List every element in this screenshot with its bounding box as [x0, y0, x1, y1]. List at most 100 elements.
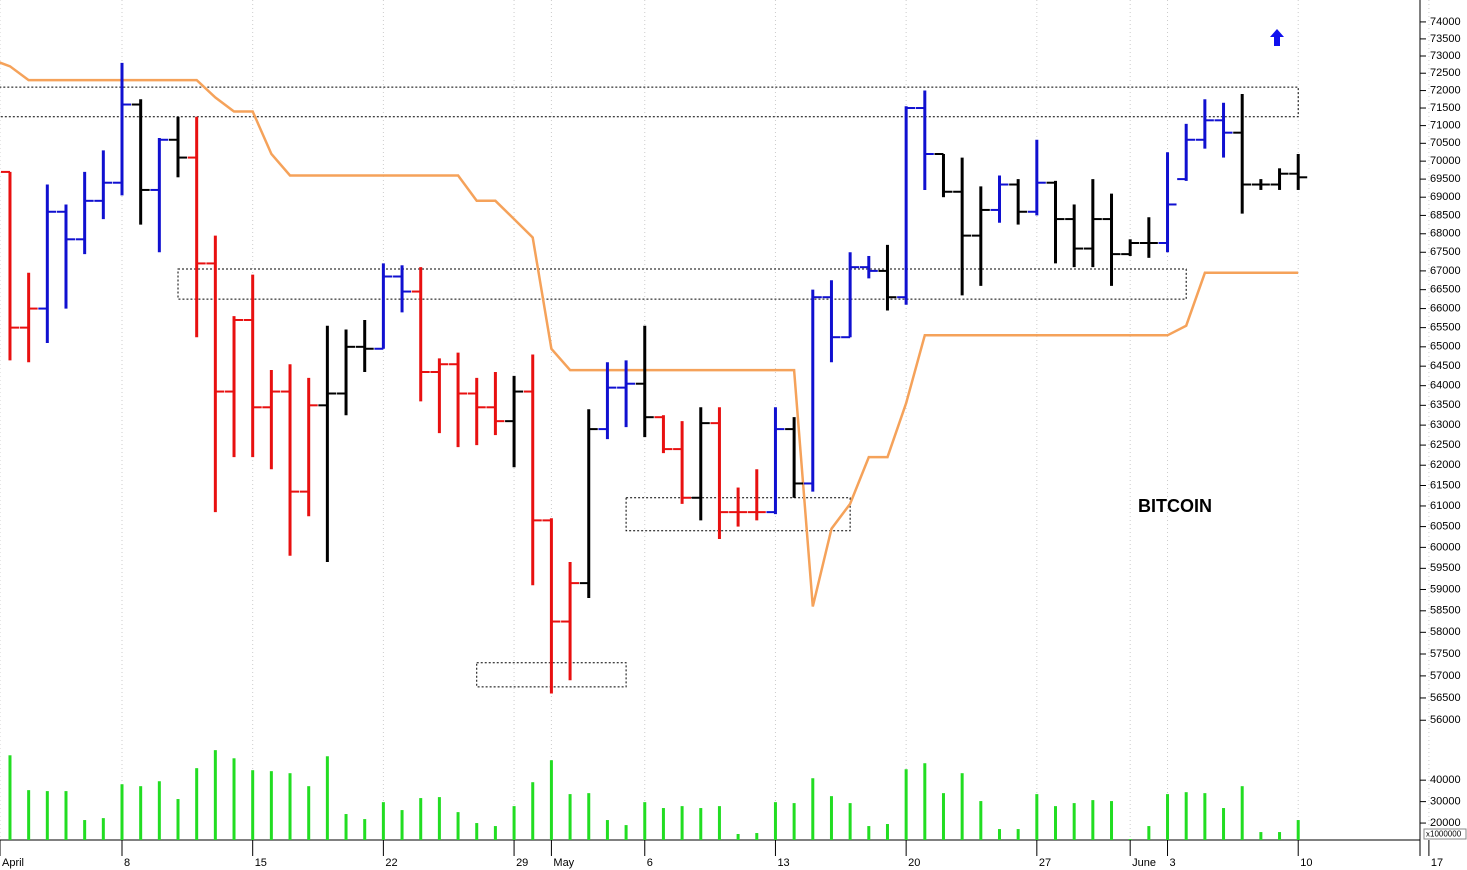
volume-bar	[45, 791, 49, 840]
y-tick-label: 73000	[1430, 50, 1461, 62]
y-tick-label: 57000	[1430, 670, 1461, 682]
volume-bar	[867, 826, 871, 840]
y-tick-label: 61000	[1430, 500, 1461, 512]
y-tick-label: 58000	[1430, 626, 1461, 638]
y-tick-label: 67500	[1430, 246, 1461, 258]
y-tick-label: 59500	[1430, 562, 1461, 574]
volume-bar	[792, 803, 796, 840]
volume-tick-label: 20000	[1430, 817, 1461, 829]
volume-bar	[381, 802, 385, 840]
volume-bar	[1110, 801, 1114, 840]
y-tick-label: 60000	[1430, 541, 1461, 553]
volume-bar	[699, 808, 703, 840]
volume-bar	[1128, 839, 1132, 840]
x-tick-label: 29	[516, 857, 528, 869]
y-tick-label: 57500	[1430, 648, 1461, 660]
y-tick-label: 71000	[1430, 120, 1461, 132]
y-tick-label: 66000	[1430, 302, 1461, 314]
volume-bar	[979, 801, 983, 840]
up-arrow	[1270, 29, 1284, 46]
volume-unit-box	[1423, 828, 1467, 840]
volume-bar	[195, 768, 199, 840]
volume-bar	[363, 819, 367, 840]
y-tick-label: 63000	[1430, 419, 1461, 431]
volume-bar	[624, 825, 628, 840]
x-tick-label: 22	[385, 857, 397, 869]
volume-bar	[531, 782, 535, 840]
volume-bar	[1016, 829, 1020, 840]
x-tick-label: 3	[1170, 857, 1176, 869]
y-tick-label: 66500	[1430, 284, 1461, 296]
volume-bar	[923, 763, 927, 840]
volume-bar	[1072, 803, 1076, 840]
volume-bar	[643, 802, 647, 840]
zone	[0, 86, 1299, 118]
y-tick-label: 67000	[1430, 265, 1461, 277]
volume-bar	[437, 797, 441, 840]
y-tick-label: 63500	[1430, 399, 1461, 411]
volume-bar	[811, 778, 815, 840]
x-tick-label: 15	[255, 857, 267, 869]
x-tick-label: June	[1132, 857, 1156, 869]
volume-bar	[157, 781, 161, 840]
chart-title: BITCOIN	[1138, 496, 1212, 516]
volume-bar	[587, 793, 591, 840]
volume-tick-label: 40000	[1430, 774, 1461, 786]
volume-bar	[176, 799, 180, 840]
volume-bar	[251, 770, 255, 840]
volume-bar	[400, 810, 404, 840]
volume-bar	[568, 794, 572, 840]
volume-bar	[288, 773, 292, 840]
volume-bar	[456, 812, 460, 840]
y-tick-label: 64500	[1430, 360, 1461, 372]
volume-bar	[736, 833, 740, 840]
x-tick-label: 20	[908, 857, 920, 869]
volume-unit: x1000000	[1426, 830, 1462, 839]
volume-bar	[213, 750, 217, 840]
x-tick-label: May	[553, 857, 574, 869]
y-tick-label: 64000	[1430, 380, 1461, 392]
volume-bar	[773, 802, 777, 840]
volume-bar	[885, 824, 889, 840]
volume-bar	[1222, 808, 1226, 840]
y-tick-label: 65500	[1430, 322, 1461, 334]
x-tick-label: 17	[1431, 857, 1443, 869]
volume-bar	[1091, 800, 1095, 840]
y-tick-label: 58500	[1430, 605, 1461, 617]
y-tick-label: 56500	[1430, 692, 1461, 704]
y-tick-label: 61500	[1430, 479, 1461, 491]
x-tick-label: April	[2, 857, 24, 869]
y-tick-label: 70500	[1430, 137, 1461, 149]
volume-bar	[661, 808, 665, 840]
volume-bar	[83, 820, 87, 840]
y-tick-label: 74000	[1430, 16, 1461, 28]
y-tick-label: 65000	[1430, 341, 1461, 353]
y-tick-label: 59000	[1430, 583, 1461, 595]
volume-bar	[997, 829, 1001, 840]
y-tick-label: 72500	[1430, 67, 1461, 79]
volume-bar	[325, 756, 329, 840]
volume-bar	[307, 786, 311, 840]
y-tick-label: 60500	[1430, 520, 1461, 532]
volume-bar	[904, 769, 908, 840]
volume-bar	[829, 796, 833, 840]
volume-bar	[8, 755, 12, 840]
volume-bar	[680, 806, 684, 840]
x-tick-label: 6	[647, 857, 653, 869]
volume-bar	[941, 793, 945, 840]
y-tick-label: 70000	[1430, 155, 1461, 167]
volume-bar	[1035, 794, 1039, 840]
y-tick-label: 73500	[1430, 33, 1461, 45]
zone	[177, 268, 1187, 300]
y-tick-label: 68000	[1430, 228, 1461, 240]
volume-bar	[848, 803, 852, 840]
volume-bar	[1166, 794, 1170, 840]
volume-bar	[139, 786, 143, 840]
y-tick-label: 71500	[1430, 102, 1461, 114]
volume-bar	[27, 790, 31, 840]
volume-bar	[960, 773, 964, 840]
y-tick-label: 69500	[1430, 173, 1461, 185]
